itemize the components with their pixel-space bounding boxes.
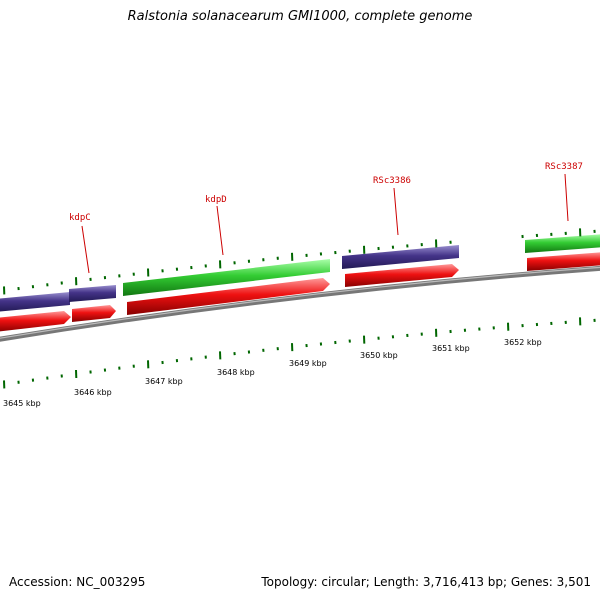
gene-label-line: [81, 225, 90, 274]
gene-bar-kdpD: [123, 259, 330, 296]
scale-tick-row: [3, 317, 596, 389]
cds-arrow-RSc3386: [345, 264, 459, 287]
scale-label: 3652 kbp: [504, 338, 542, 347]
gene-label-line: [393, 187, 399, 236]
gene-label-kdpD[interactable]: kdpD: [205, 195, 227, 205]
scale-label: 3645 kbp: [3, 399, 41, 408]
gene-bar-reverse: [0, 292, 70, 312]
gene-label-RSc3386[interactable]: RSc3386: [373, 176, 411, 186]
scale-label: 3647 kbp: [145, 377, 183, 386]
gene-label-RSc3387[interactable]: RSc3387: [545, 162, 583, 172]
gene-label-line: [216, 205, 224, 256]
scale-label: 3651 kbp: [432, 344, 470, 353]
cds-arrow-RSc3387: [527, 252, 600, 271]
map-title: Ralstonia solanacearum GMI1000, complete…: [127, 9, 473, 24]
genome-backbone: [0, 265, 600, 342]
cds-arrow: [0, 311, 71, 332]
scale-label: 3648 kbp: [217, 368, 255, 377]
scale-label: 3649 kbp: [289, 359, 327, 368]
gene-label-line: [564, 173, 569, 222]
gene-label-kdpC[interactable]: kdpC: [69, 213, 91, 223]
scale-label: 3646 kbp: [74, 388, 112, 397]
genome-backbone-highlight: [0, 266, 600, 339]
upper-tick-row: [3, 228, 596, 295]
gene-bar-RSc3387: [525, 234, 600, 253]
genome-summary-text: Topology: circular; Length: 3,716,413 bp…: [261, 575, 591, 589]
gene-bar-reverse: [69, 285, 116, 302]
cds-arrow-kdpD: [127, 278, 330, 315]
gene-bar-RSc3386: [342, 245, 459, 269]
cds-arrow: [72, 305, 116, 322]
scale-label: 3650 kbp: [360, 351, 398, 360]
accession-text: Accession: NC_003295: [9, 575, 146, 589]
